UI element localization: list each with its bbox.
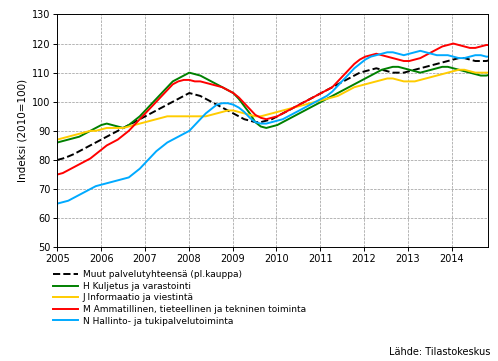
Muut palvelutyhteensä (pl.kauppa): [439, 60, 445, 65]
M Ammatillinen, tieteellinen ja tekninen toiminta: [489, 43, 495, 47]
M Ammatillinen, tieteellinen ja tekninen toiminta: [351, 62, 357, 66]
Muut palvelutyhteensä (pl.kauppa): [318, 91, 324, 95]
N Hallinto- ja tukipalvelutoiminta: [313, 100, 319, 104]
H Kuljetus ja varastointi: [390, 65, 396, 69]
J Informaatio ja viestintä: [456, 68, 462, 72]
H Kuljetus ja varastointi: [445, 65, 451, 69]
J Informaatio ja viestintä: [351, 85, 357, 90]
M Ammatillinen, tieteellinen ja tekninen toiminta: [439, 44, 445, 49]
J Informaatio ja viestintä: [313, 100, 319, 104]
H Kuljetus ja varastointi: [318, 100, 324, 104]
H Kuljetus ja varastointi: [247, 111, 253, 116]
Line: M Ammatillinen, tieteellinen ja tekninen toiminta: M Ammatillinen, tieteellinen ja tekninen…: [57, 44, 492, 174]
Muut palvelutyhteensä (pl.kauppa): [456, 56, 462, 60]
N Hallinto- ja tukipalvelutoiminta: [54, 201, 60, 206]
H Kuljetus ja varastointi: [313, 103, 319, 107]
H Kuljetus ja varastointi: [54, 140, 60, 145]
Muut palvelutyhteensä (pl.kauppa): [351, 73, 357, 78]
N Hallinto- ja tukipalvelutoiminta: [351, 66, 357, 70]
Line: J Informaatio ja viestintä: J Informaatio ja viestintä: [57, 70, 492, 140]
M Ammatillinen, tieteellinen ja tekninen toiminta: [335, 79, 341, 83]
J Informaatio ja viestintä: [439, 72, 445, 76]
N Hallinto- ja tukipalvelutoiminta: [335, 84, 341, 88]
M Ammatillinen, tieteellinen ja tekninen toiminta: [247, 107, 253, 111]
M Ammatillinen, tieteellinen ja tekninen toiminta: [318, 91, 324, 95]
H Kuljetus ja varastointi: [351, 82, 357, 86]
J Informaatio ja viestintä: [247, 113, 253, 117]
Muut palvelutyhteensä (pl.kauppa): [247, 118, 253, 123]
Line: Muut palvelutyhteensä (pl.kauppa): Muut palvelutyhteensä (pl.kauppa): [57, 58, 492, 160]
N Hallinto- ja tukipalvelutoiminta: [445, 53, 451, 57]
Line: H Kuljetus ja varastointi: H Kuljetus ja varastointi: [57, 67, 492, 143]
J Informaatio ja viestintä: [318, 98, 324, 103]
M Ammatillinen, tieteellinen ja tekninen toiminta: [54, 172, 60, 177]
N Hallinto- ja tukipalvelutoiminta: [489, 55, 495, 59]
J Informaatio ja viestintä: [54, 138, 60, 142]
N Hallinto- ja tukipalvelutoiminta: [247, 116, 253, 120]
M Ammatillinen, tieteellinen ja tekninen toiminta: [313, 94, 319, 98]
J Informaatio ja viestintä: [335, 94, 341, 98]
Line: N Hallinto- ja tukipalvelutoiminta: N Hallinto- ja tukipalvelutoiminta: [57, 51, 492, 204]
Muut palvelutyhteensä (pl.kauppa): [54, 158, 60, 162]
M Ammatillinen, tieteellinen ja tekninen toiminta: [450, 42, 456, 46]
Muut palvelutyhteensä (pl.kauppa): [489, 57, 495, 62]
N Hallinto- ja tukipalvelutoiminta: [318, 97, 324, 101]
N Hallinto- ja tukipalvelutoiminta: [417, 49, 423, 53]
H Kuljetus ja varastointi: [489, 72, 495, 76]
H Kuljetus ja varastointi: [335, 91, 341, 95]
Legend: Muut palvelutyhteensä (pl.kauppa), H Kuljetus ja varastointi, J Informaatio ja v: Muut palvelutyhteensä (pl.kauppa), H Kul…: [53, 270, 306, 326]
Muut palvelutyhteensä (pl.kauppa): [313, 94, 319, 98]
Muut palvelutyhteensä (pl.kauppa): [335, 82, 341, 86]
J Informaatio ja viestintä: [489, 70, 495, 75]
Y-axis label: Indeksi (2010=100): Indeksi (2010=100): [17, 79, 28, 182]
Text: Lähde: Tilastokeskus: Lähde: Tilastokeskus: [389, 347, 491, 357]
